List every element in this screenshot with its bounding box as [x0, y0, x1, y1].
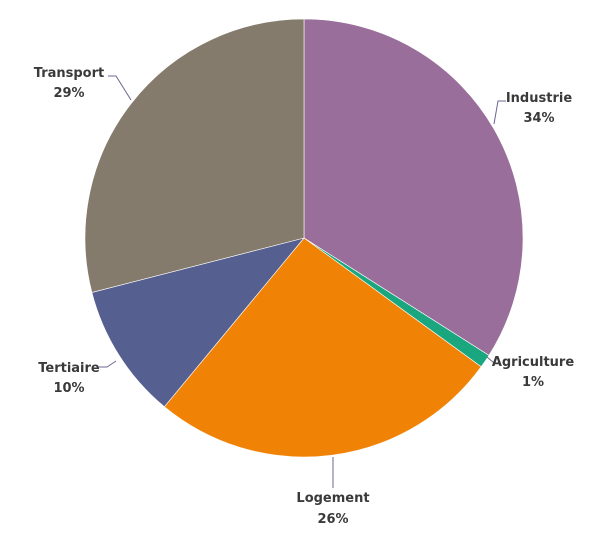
slice-name-transport: Transport [34, 66, 104, 81]
slice-percent-tertiaire: 10% [53, 381, 84, 396]
slice-percent-transport: 29% [53, 86, 84, 101]
slice-percent-industrie: 34% [523, 111, 554, 126]
pie-slice-transport [84, 18, 305, 293]
label-tertiaire: Tertiaire 10% [38, 360, 117, 396]
pie-slice-logement [163, 237, 482, 458]
pie-slice-industrie [303, 18, 524, 356]
slice-name-logement: Logement [296, 491, 369, 506]
slice-percent-logement: 26% [317, 512, 348, 527]
slice-name-agriculture: Agriculture [492, 355, 575, 370]
pie-slice-tertiaire [91, 237, 305, 408]
slice-percent-agriculture: 1% [522, 375, 544, 390]
label-industrie: Industrie 34% [493, 91, 572, 126]
label-transport: Transport 29% [34, 66, 132, 101]
leader-industrie [493, 100, 506, 125]
slice-name-tertiaire: Tertiaire [38, 361, 100, 376]
leader-agriculture [486, 356, 495, 364]
label-agriculture: Agriculture 1% [486, 355, 575, 390]
leader-tertiaire [99, 360, 117, 368]
pie-slices [84, 18, 524, 458]
leader-transport [108, 75, 132, 101]
label-logement: Logement 26% [296, 457, 370, 527]
slice-name-industrie: Industrie [506, 91, 572, 106]
